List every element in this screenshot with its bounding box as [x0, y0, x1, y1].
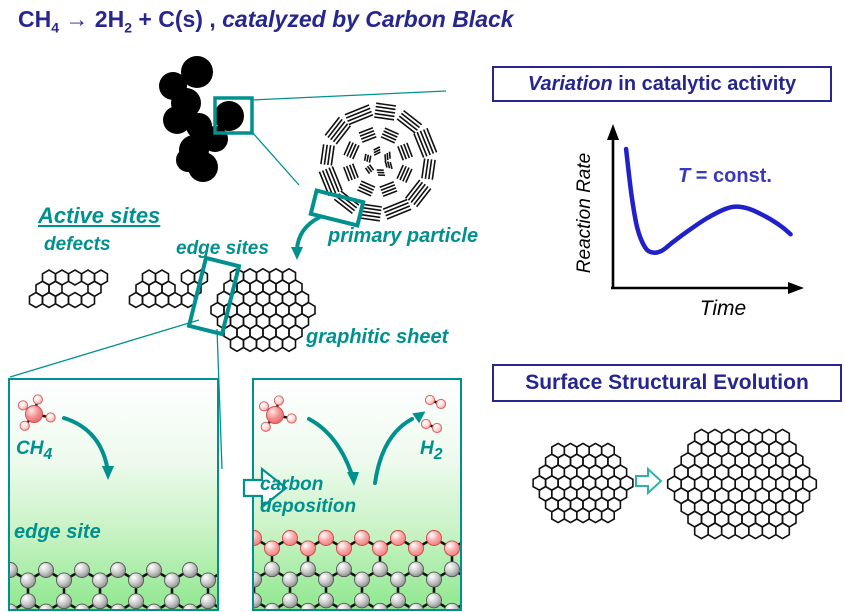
- edge-zoom-rect: [186, 255, 242, 337]
- h2-molecule: [420, 418, 443, 434]
- particle-to-sheet-arrow: [295, 215, 322, 252]
- edge-site-illustration: [10, 394, 217, 609]
- formula-arrow: → 2H: [59, 6, 125, 32]
- carbon-deposition-label: carbon deposition: [260, 474, 357, 517]
- carbon-deposition-illustration: [254, 394, 460, 609]
- edge-site-panel: [8, 378, 219, 611]
- variation-rest: in catalytic activity: [612, 73, 797, 95]
- x-axis-label: Time: [699, 297, 747, 320]
- variation-panel-title: Variation in catalytic activity: [492, 66, 832, 102]
- large-graphene-cluster: [666, 428, 818, 540]
- h2-sub: 2: [433, 445, 443, 463]
- ch4-molecule-label: CH4: [16, 438, 52, 464]
- formula-h2-sub: 2: [124, 19, 133, 36]
- title-catalyzed: catalyzed by Carbon Black: [222, 6, 514, 32]
- ch4-molecule: [17, 394, 56, 431]
- t-const-annotation: T = const.: [678, 165, 772, 188]
- zoom-line: [251, 90, 447, 101]
- carbon-deposition-panel: [252, 378, 462, 611]
- formula-rest: + C(s) ,: [132, 6, 223, 32]
- variation-word: Variation: [527, 73, 613, 95]
- carbon-black-aggregate-blob: [159, 56, 244, 182]
- reaction-arrow: [307, 417, 355, 480]
- y-axis-label: Reaction Rate: [574, 152, 595, 274]
- active-sites-heading: Active sites: [38, 203, 161, 228]
- h2-molecule-label: H2: [420, 438, 443, 464]
- arrowhead: [102, 466, 114, 480]
- defects-label: defects: [44, 234, 111, 255]
- edge-site-label: edge site: [14, 521, 101, 543]
- arrowhead: [291, 247, 303, 260]
- reaction-arrow: [62, 416, 110, 474]
- t-const-rest: = const.: [690, 165, 772, 187]
- page-title: CH4 → 2H2 + C(s) , catalyzed by Carbon B…: [18, 6, 514, 36]
- edge-sites-label: edge sites: [176, 238, 269, 259]
- aggregate-zoom-square: [213, 96, 254, 135]
- lattice-surface: [254, 530, 460, 609]
- defect-lattice-2: [128, 269, 209, 309]
- primary-particle-structure: [318, 102, 438, 222]
- defect-lattice-1: [28, 269, 109, 309]
- arrowhead: [412, 411, 426, 424]
- formula-ch: CH: [18, 6, 52, 32]
- zoom-line: [251, 131, 300, 186]
- ch4-molecule: [258, 395, 297, 432]
- lattice-surface: [10, 562, 217, 609]
- reaction-arrow: [373, 417, 414, 485]
- small-graphene-cluster: [532, 442, 634, 524]
- evolution-arrow: [635, 466, 663, 496]
- particle-zoom-rect: [308, 188, 366, 228]
- t-symbol: T: [678, 165, 691, 187]
- x-axis-arrowhead: [788, 282, 804, 294]
- primary-particle-label: primary particle: [328, 225, 479, 247]
- h2-molecule: [424, 394, 447, 410]
- formula-ch-sub: 4: [51, 19, 60, 36]
- y-axis-arrowhead: [607, 124, 619, 140]
- zoom-line: [9, 319, 200, 378]
- reaction-rate-graph: [607, 124, 804, 294]
- evolution-panel-title: Surface Structural Evolution: [492, 364, 842, 402]
- ch4-base: CH: [16, 438, 44, 459]
- graphitic-sheet-label: graphitic sheet: [306, 326, 449, 348]
- arrowhead: [347, 472, 359, 486]
- h2-base: H: [420, 438, 434, 459]
- ch4-sub: 4: [43, 445, 53, 463]
- graphitic-sheet-lattice: [210, 267, 316, 353]
